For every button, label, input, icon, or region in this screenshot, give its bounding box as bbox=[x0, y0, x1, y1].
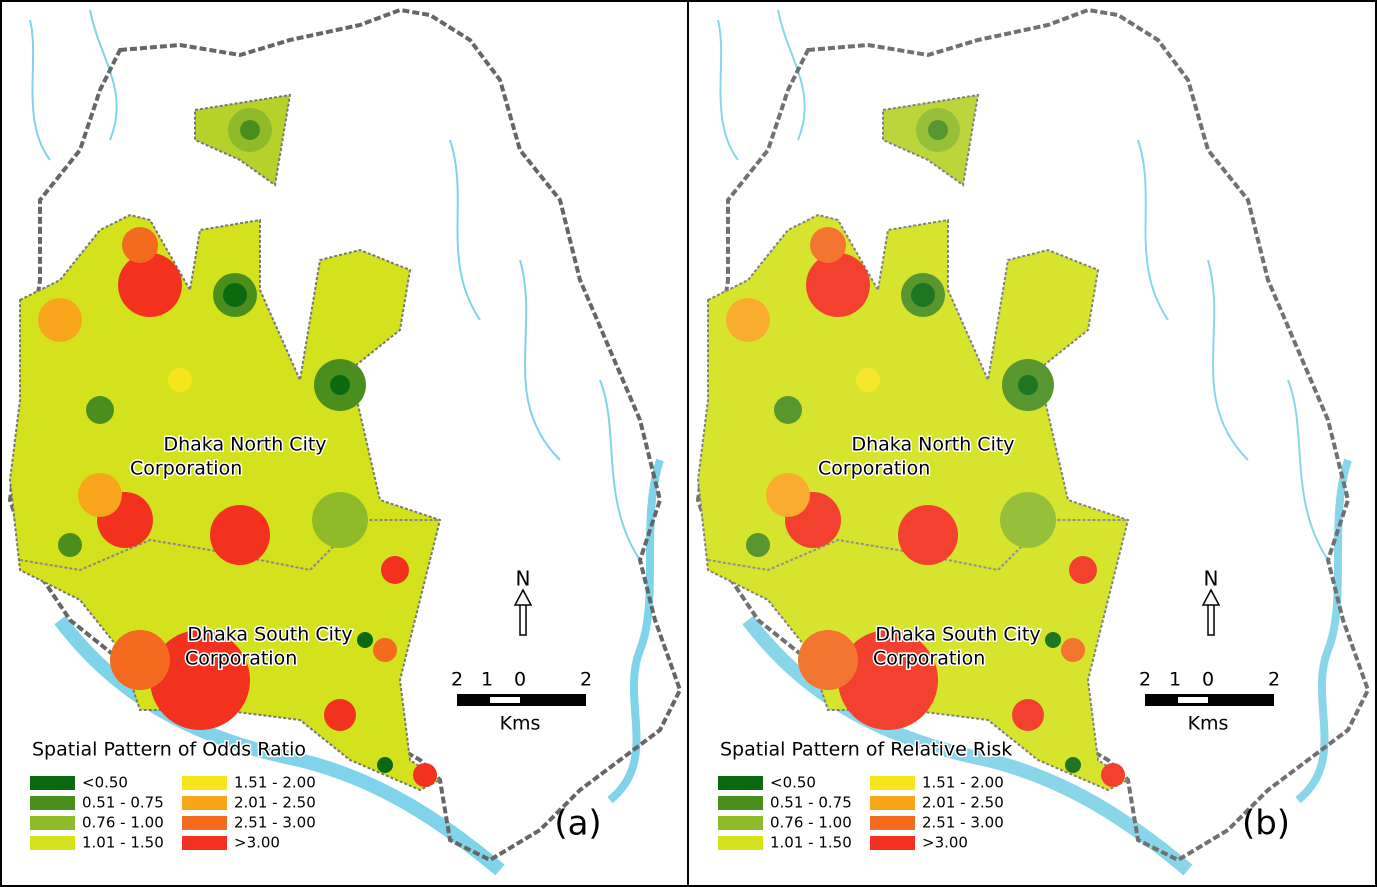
legend-swatch bbox=[718, 836, 763, 850]
north-label: N bbox=[516, 567, 531, 591]
legend-label: 2.01 - 2.50 bbox=[922, 794, 1004, 812]
legend-swatch bbox=[870, 816, 915, 830]
scale-label: 0 bbox=[1202, 669, 1214, 691]
legend-label: >3.00 bbox=[922, 834, 968, 852]
legend-label: 0.76 - 1.00 bbox=[770, 814, 852, 832]
city-label: Corporation bbox=[130, 458, 242, 480]
panel-label: (a) bbox=[554, 804, 601, 844]
scale-label: 2 bbox=[1139, 669, 1151, 691]
legend-label: 1.01 - 1.50 bbox=[770, 834, 852, 852]
legend-label: <0.50 bbox=[770, 774, 816, 792]
legend-label: 0.76 - 1.00 bbox=[82, 814, 164, 832]
legend-swatch bbox=[870, 796, 915, 810]
legend-label: 2.01 - 2.50 bbox=[234, 794, 316, 812]
scale-label: 2 bbox=[1268, 669, 1280, 691]
legend-label: 2.51 - 3.00 bbox=[234, 814, 316, 832]
legend-swatch bbox=[870, 836, 915, 850]
north-label: N bbox=[1204, 567, 1219, 591]
scale-label: 1 bbox=[481, 669, 493, 691]
panel-label: (b) bbox=[1242, 804, 1290, 844]
city-label: Corporation bbox=[873, 648, 985, 670]
north-arrow bbox=[1201, 588, 1221, 636]
legend-label: 1.01 - 1.50 bbox=[82, 834, 164, 852]
legend-label: 1.51 - 2.00 bbox=[922, 774, 1004, 792]
city-label: Dhaka South City bbox=[187, 624, 352, 646]
legend-swatch bbox=[182, 776, 227, 790]
legend-swatch bbox=[718, 796, 763, 810]
legend-swatch bbox=[182, 816, 227, 830]
scale-bar-gap bbox=[490, 697, 520, 703]
legend-swatch bbox=[30, 836, 75, 850]
scale-label: 2 bbox=[451, 669, 463, 691]
legend-swatch bbox=[870, 776, 915, 790]
scale-label: 1 bbox=[1169, 669, 1181, 691]
scale-unit: Kms bbox=[500, 713, 541, 735]
scale-bar bbox=[1145, 694, 1274, 706]
legend-label: 1.51 - 2.00 bbox=[234, 774, 316, 792]
legend-swatch bbox=[30, 776, 75, 790]
scale-bar bbox=[457, 694, 586, 706]
scale-bar-gap bbox=[1178, 697, 1208, 703]
legend-swatch bbox=[182, 796, 227, 810]
legend-swatch bbox=[718, 816, 763, 830]
city-label: Dhaka North City bbox=[851, 434, 1014, 456]
legend-title: Spatial Pattern of Odds Ratio bbox=[32, 739, 306, 761]
legend-label: 2.51 - 3.00 bbox=[922, 814, 1004, 832]
legend-title: Spatial Pattern of Relative Risk bbox=[720, 739, 1012, 761]
legend-label: 0.51 - 0.75 bbox=[770, 794, 852, 812]
city-label: Dhaka South City bbox=[875, 624, 1040, 646]
legend-swatch bbox=[718, 776, 763, 790]
scale-label: 2 bbox=[580, 669, 592, 691]
legend-label: 0.51 - 0.75 bbox=[82, 794, 164, 812]
legend-swatch bbox=[30, 796, 75, 810]
scale-unit: Kms bbox=[1188, 713, 1229, 735]
city-label: Corporation bbox=[185, 648, 297, 670]
city-label: Dhaka North City bbox=[163, 434, 326, 456]
legend-swatch bbox=[182, 836, 227, 850]
scale-label: 0 bbox=[514, 669, 526, 691]
north-arrow bbox=[513, 588, 533, 636]
legend-label: >3.00 bbox=[234, 834, 280, 852]
legend-swatch bbox=[30, 816, 75, 830]
city-label: Corporation bbox=[818, 458, 930, 480]
legend-label: <0.50 bbox=[82, 774, 128, 792]
